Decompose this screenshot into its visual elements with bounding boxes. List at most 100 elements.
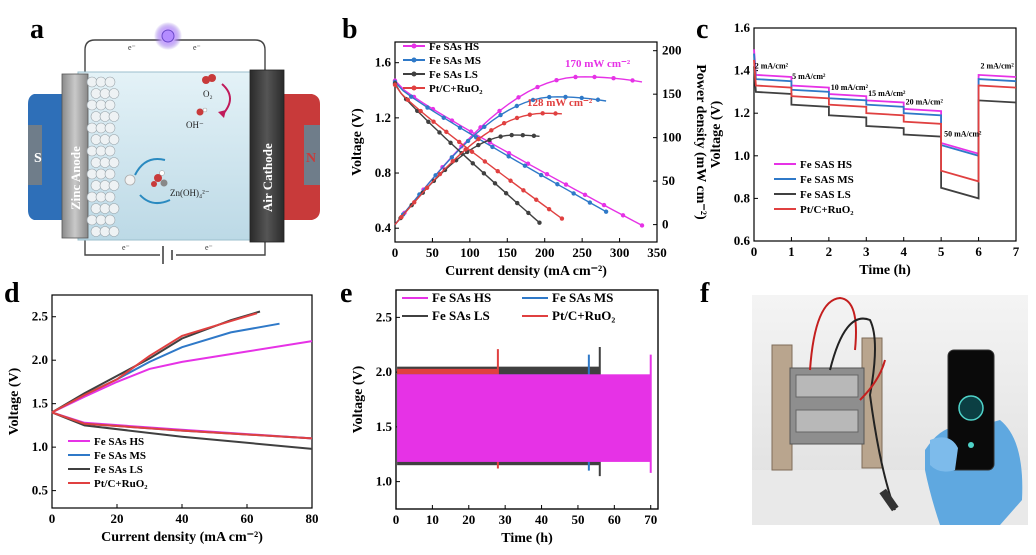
y-axis-title: Voltage (V) (351, 365, 366, 433)
data-point (437, 171, 443, 177)
legend-marker (411, 57, 417, 63)
data-point (603, 209, 609, 214)
data-point (506, 154, 511, 159)
x-tick-label: 60 (241, 511, 254, 526)
data-point (538, 172, 544, 178)
y-tick-label: 2.0 (376, 364, 392, 379)
x-tick-label: 1 (788, 244, 795, 259)
x-tick-label: 70 (644, 512, 657, 527)
data-point (418, 108, 423, 114)
x-tick-label: 0 (49, 511, 56, 526)
x-tick-label: 3 (863, 244, 870, 259)
chart-d: 0 20 40 60 80 0.5 1.0 1.5 2.0 2.5 Current density … (7, 294, 319, 545)
zinc-particle (90, 88, 102, 99)
zn-ion (124, 174, 136, 186)
data-point (433, 173, 438, 178)
plot-frame-b (394, 41, 658, 243)
data-point (555, 182, 560, 187)
data-point (515, 200, 520, 206)
y2-axis-title: Power density (mW cm⁻²) (693, 64, 708, 220)
current-step-label: 15 mA/cm² (868, 89, 906, 98)
zinc-particle (104, 99, 116, 111)
y-tick-label: 0.4 (375, 220, 392, 235)
legend-label: Pt/C+RuO₂ (94, 478, 148, 490)
zinc-particle (108, 203, 120, 214)
x-tick-label: 20 (462, 512, 475, 527)
current-step-label: 50 mA/cm² (944, 130, 982, 139)
voltage-curve-fe-sas-ls (394, 83, 540, 224)
data-point (490, 144, 495, 150)
y-tick-label: 1.2 (734, 105, 750, 120)
y-tick-label: 1.5 (32, 396, 49, 411)
y-tick-label: 1.6 (375, 55, 392, 70)
zinc-anode-label: Zinc Anode (68, 146, 83, 210)
legend-label: Fe SAs HS (429, 41, 479, 53)
data-point (546, 206, 552, 212)
current-step-label: 20 mA/cm² (906, 98, 944, 107)
data-point (424, 185, 430, 191)
data-point (530, 97, 536, 103)
panel-label-d: d (4, 278, 20, 309)
panel-label-a: a (30, 14, 44, 45)
x-tick-label: 6 (975, 244, 982, 259)
x-tick-label: 100 (460, 245, 480, 260)
data-point (463, 147, 468, 152)
data-point (457, 125, 463, 130)
zinc-particle (104, 145, 116, 157)
zinc-particle (95, 145, 107, 157)
data-point (526, 210, 531, 216)
oh-label: OH⁻ (186, 120, 204, 130)
x-tick-label: 50 (426, 245, 439, 260)
x-tick-label: 4 (900, 244, 907, 259)
oh-molecule (196, 107, 208, 116)
x-tick-label: 40 (176, 511, 189, 526)
data-point (409, 94, 414, 99)
data-point (449, 155, 455, 160)
data-point (516, 95, 521, 100)
data-point (469, 149, 475, 154)
zinc-particle (108, 88, 120, 99)
y-tick-label: 1.0 (734, 148, 750, 163)
data-point (639, 223, 645, 228)
data-point (520, 132, 526, 138)
data-point (563, 94, 568, 100)
legend-label: Fe SAS MS (800, 174, 854, 186)
x-tick-label: 2 (826, 244, 833, 259)
device-cell-bottom (795, 409, 859, 433)
phone-screen-dot (968, 442, 974, 448)
data-point (448, 140, 453, 146)
zinc-particle (99, 111, 111, 122)
data-point (630, 78, 635, 83)
data-point (457, 139, 462, 145)
y2-tick-label: 0 (662, 217, 669, 232)
y-axis-title: Voltage (V) (709, 100, 724, 168)
zinc-particle (95, 76, 107, 88)
wire-black (829, 317, 896, 511)
voltage-curve-pt-c-ruo- (394, 84, 563, 220)
x-tick-label: 250 (572, 245, 592, 260)
data-point (535, 84, 540, 90)
data-point (437, 130, 442, 135)
y2-tick-label: 50 (662, 173, 675, 188)
data-point (571, 191, 576, 196)
zinc-particle (99, 203, 111, 214)
data-point (531, 133, 537, 139)
data-point (476, 142, 481, 148)
chart-c: 0 1 2 3 4 5 6 7 0.6 0.8 1.0 1.2 1.4 1.6 Time (h) Voltag… (709, 20, 1020, 278)
rate-curve-fe-sas-ms (753, 53, 1017, 157)
wire-red-2 (859, 359, 886, 401)
x-axis-title: Current density (mA cm⁻²) (445, 264, 607, 279)
bulb-icon (161, 29, 175, 43)
legend-marker (411, 71, 417, 77)
data-point (495, 168, 500, 174)
device-frame-left (771, 344, 793, 471)
discharge-curve-pt-c-ruo- (51, 411, 313, 440)
data-point (489, 128, 494, 133)
data-point (405, 97, 411, 103)
y-tick-label: 1.4 (734, 63, 751, 78)
external-wire-bottom (84, 238, 266, 256)
y-tick-label: 1.5 (376, 419, 393, 434)
zinc-particle (108, 157, 120, 168)
legend-label: Fe SAs HS (432, 290, 491, 305)
